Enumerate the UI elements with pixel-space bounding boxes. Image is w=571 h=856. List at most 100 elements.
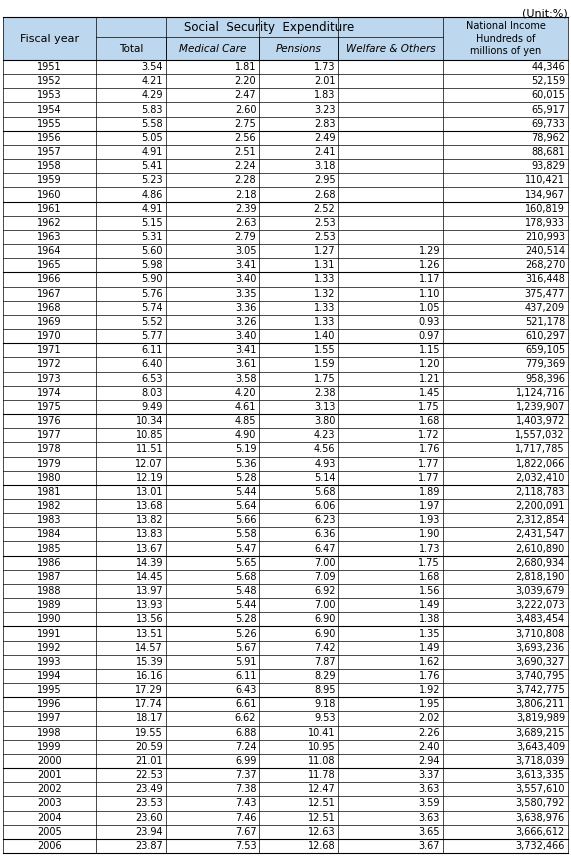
Text: 5.28: 5.28 (235, 615, 256, 624)
Text: 1.45: 1.45 (419, 388, 440, 398)
Text: 7.43: 7.43 (235, 799, 256, 808)
Text: 1.49: 1.49 (419, 600, 440, 610)
Text: 1952: 1952 (37, 76, 62, 86)
Text: 21.01: 21.01 (135, 756, 163, 766)
Text: 1.40: 1.40 (314, 331, 336, 342)
Text: 2.26: 2.26 (419, 728, 440, 738)
Text: 1.75: 1.75 (419, 402, 440, 412)
Text: 1.92: 1.92 (419, 685, 440, 695)
Text: 1985: 1985 (37, 544, 62, 554)
Text: 1975: 1975 (37, 402, 62, 412)
Text: 1990: 1990 (37, 615, 62, 624)
Text: 3,693,236: 3,693,236 (516, 643, 565, 652)
Text: 4.85: 4.85 (235, 416, 256, 426)
Text: 3.54: 3.54 (142, 62, 163, 72)
Text: 7.00: 7.00 (314, 558, 336, 568)
Text: 14.57: 14.57 (135, 643, 163, 652)
Text: 5.58: 5.58 (142, 119, 163, 128)
Text: 18.17: 18.17 (135, 713, 163, 723)
Text: 13.68: 13.68 (136, 501, 163, 511)
Text: 6.36: 6.36 (314, 529, 336, 539)
Text: 88,681: 88,681 (531, 147, 565, 157)
Text: 3.58: 3.58 (235, 373, 256, 383)
Bar (95, 17, 443, 37)
Text: 2.79: 2.79 (235, 232, 256, 242)
Text: 3.13: 3.13 (314, 402, 336, 412)
Text: 1.10: 1.10 (419, 288, 440, 299)
Text: 1974: 1974 (37, 388, 62, 398)
Text: 3.05: 3.05 (235, 247, 256, 256)
Text: 2.18: 2.18 (235, 189, 256, 199)
Text: 5.90: 5.90 (142, 275, 163, 284)
Text: 2.01: 2.01 (314, 76, 336, 86)
Text: 437,209: 437,209 (525, 303, 565, 312)
Text: 3,690,327: 3,690,327 (516, 657, 565, 667)
Text: 4.21: 4.21 (142, 76, 163, 86)
Text: 1968: 1968 (37, 303, 62, 312)
Text: 5.14: 5.14 (314, 473, 336, 483)
Text: 3,666,612: 3,666,612 (516, 827, 565, 837)
Text: 1970: 1970 (37, 331, 62, 342)
Text: 65,917: 65,917 (531, 104, 565, 115)
Text: 1.38: 1.38 (419, 615, 440, 624)
Text: 2.41: 2.41 (314, 147, 336, 157)
Text: 1997: 1997 (37, 713, 62, 723)
Text: 13.67: 13.67 (135, 544, 163, 554)
Text: 1969: 1969 (37, 317, 62, 327)
Text: 1.68: 1.68 (419, 416, 440, 426)
Text: 2,200,091: 2,200,091 (516, 501, 565, 511)
Text: 1957: 1957 (37, 147, 62, 157)
Text: 23.60: 23.60 (135, 812, 163, 823)
Text: 3,638,976: 3,638,976 (516, 812, 565, 823)
Text: 1983: 1983 (37, 515, 62, 526)
Text: 3.61: 3.61 (235, 360, 256, 370)
Text: 1.15: 1.15 (419, 345, 440, 355)
Text: 8.29: 8.29 (314, 671, 336, 681)
Text: 3.59: 3.59 (419, 799, 440, 808)
Text: 7.09: 7.09 (314, 572, 336, 582)
Text: 3.40: 3.40 (235, 275, 256, 284)
Text: 5.44: 5.44 (235, 600, 256, 610)
Text: 3,689,215: 3,689,215 (516, 728, 565, 738)
Text: 5.68: 5.68 (314, 487, 336, 496)
Text: 5.28: 5.28 (235, 473, 256, 483)
Text: 1.17: 1.17 (419, 275, 440, 284)
Text: 958,396: 958,396 (525, 373, 565, 383)
Text: Medical Care: Medical Care (179, 44, 247, 54)
Text: 60,015: 60,015 (531, 91, 565, 100)
Text: 14.39: 14.39 (136, 558, 163, 568)
Text: 3.26: 3.26 (235, 317, 256, 327)
Text: 3.35: 3.35 (235, 288, 256, 299)
Text: Welfare & Others: Welfare & Others (346, 44, 436, 54)
Text: 1.89: 1.89 (419, 487, 440, 496)
Text: 1,239,907: 1,239,907 (516, 402, 565, 412)
Text: 2.75: 2.75 (235, 119, 256, 128)
Text: 5.23: 5.23 (142, 175, 163, 186)
Text: 11.51: 11.51 (135, 444, 163, 455)
Text: 3,806,211: 3,806,211 (516, 699, 565, 710)
Text: 4.56: 4.56 (314, 444, 336, 455)
Text: 1.76: 1.76 (419, 444, 440, 455)
Text: 4.86: 4.86 (142, 189, 163, 199)
Text: 13.56: 13.56 (135, 615, 163, 624)
Text: 7.37: 7.37 (235, 770, 256, 780)
Text: 7.53: 7.53 (235, 841, 256, 851)
Text: 4.91: 4.91 (142, 147, 163, 157)
Text: 6.99: 6.99 (235, 756, 256, 766)
Text: 1978: 1978 (37, 444, 62, 455)
Text: 2,431,547: 2,431,547 (516, 529, 565, 539)
Text: 2.38: 2.38 (314, 388, 336, 398)
Text: 2.95: 2.95 (314, 175, 336, 186)
Text: 1.49: 1.49 (419, 643, 440, 652)
Text: 11.08: 11.08 (308, 756, 336, 766)
Text: 5.15: 5.15 (142, 217, 163, 228)
Text: 1991: 1991 (37, 628, 62, 639)
Text: 6.90: 6.90 (314, 628, 336, 639)
Text: 160,819: 160,819 (525, 204, 565, 214)
Text: 1956: 1956 (37, 133, 62, 143)
Text: 23.87: 23.87 (135, 841, 163, 851)
Bar (3, 17, 95, 60)
Text: 12.47: 12.47 (308, 784, 336, 794)
Text: 2.24: 2.24 (235, 161, 256, 171)
Text: 1.68: 1.68 (419, 572, 440, 582)
